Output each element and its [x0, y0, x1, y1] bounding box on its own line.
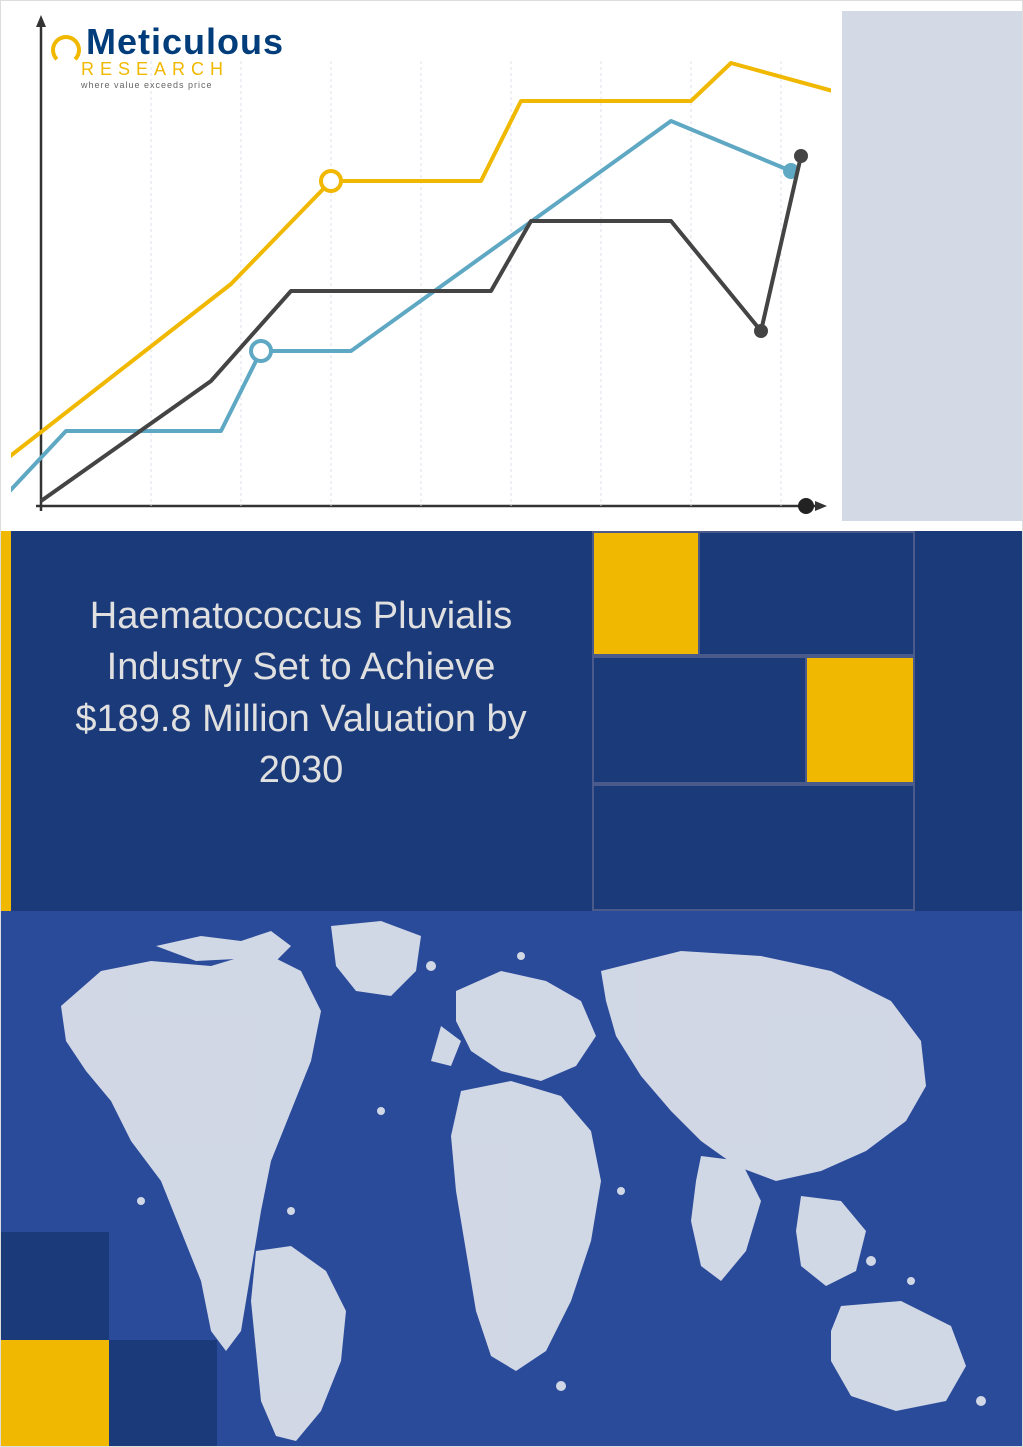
accent-square — [109, 1340, 217, 1447]
brand-logo: Meticulous RESEARCH where value exceeds … — [51, 21, 291, 90]
accent-stripe — [1, 531, 11, 911]
report-title-container: Haematococcus Pluvialis Industry Set to … — [31, 571, 571, 816]
grid-cell — [700, 531, 915, 656]
report-cover-page: Meticulous RESEARCH where value exceeds … — [0, 0, 1023, 1447]
accent-square — [1, 1340, 109, 1447]
decorative-grid — [592, 531, 1022, 911]
grid-cell — [807, 656, 915, 784]
grid-cell — [592, 784, 915, 911]
logo-tagline: where value exceeds price — [81, 80, 291, 90]
accent-square — [1, 1232, 109, 1340]
report-title: Haematococcus Pluvialis Industry Set to … — [51, 591, 551, 796]
world-map-panel — [1, 911, 1023, 1447]
sidebar-panel — [842, 11, 1022, 521]
grid-cell — [592, 531, 700, 656]
grid-cell — [592, 656, 807, 784]
